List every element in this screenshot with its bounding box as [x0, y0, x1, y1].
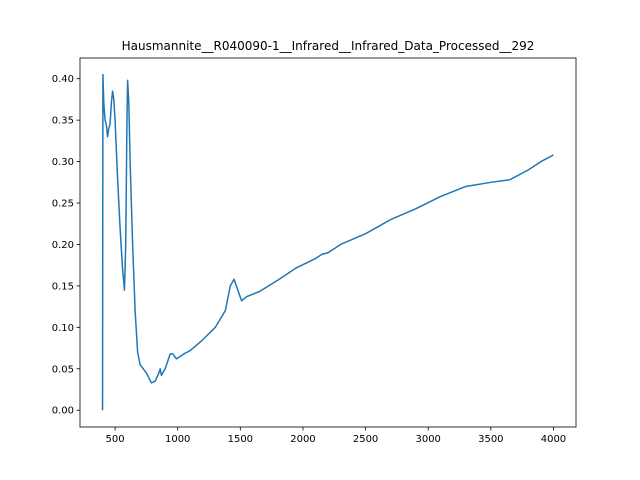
y-tick-label: 0.40: [52, 74, 74, 85]
data-line: [101, 73, 554, 411]
y-tick-label: 0.05: [52, 364, 74, 375]
chart-title: Hausmannite__R040090-1__Infrared__Infrar…: [122, 39, 535, 53]
y-tick-label: 0.10: [52, 323, 74, 334]
x-tick-label: 1000: [165, 434, 190, 445]
plot-frame: [79, 57, 577, 428]
x-tick-label: 2000: [290, 434, 315, 445]
y-tick-label: 0.20: [52, 240, 74, 251]
y-tick-label: 0.30: [52, 157, 74, 168]
y-tick-label: 0.35: [52, 116, 74, 127]
x-tick-label: 4000: [541, 434, 566, 445]
x-tick-label: 3000: [415, 434, 440, 445]
x-tick-label: 3500: [478, 434, 503, 445]
x-tick-label: 2500: [353, 434, 378, 445]
y-tick-label: 0.25: [52, 199, 74, 210]
x-tick-label: 500: [106, 434, 125, 445]
y-tick-label: 0.15: [52, 281, 74, 292]
y-tick-label: 0.00: [52, 406, 74, 417]
x-tick-label: 1500: [228, 434, 253, 445]
